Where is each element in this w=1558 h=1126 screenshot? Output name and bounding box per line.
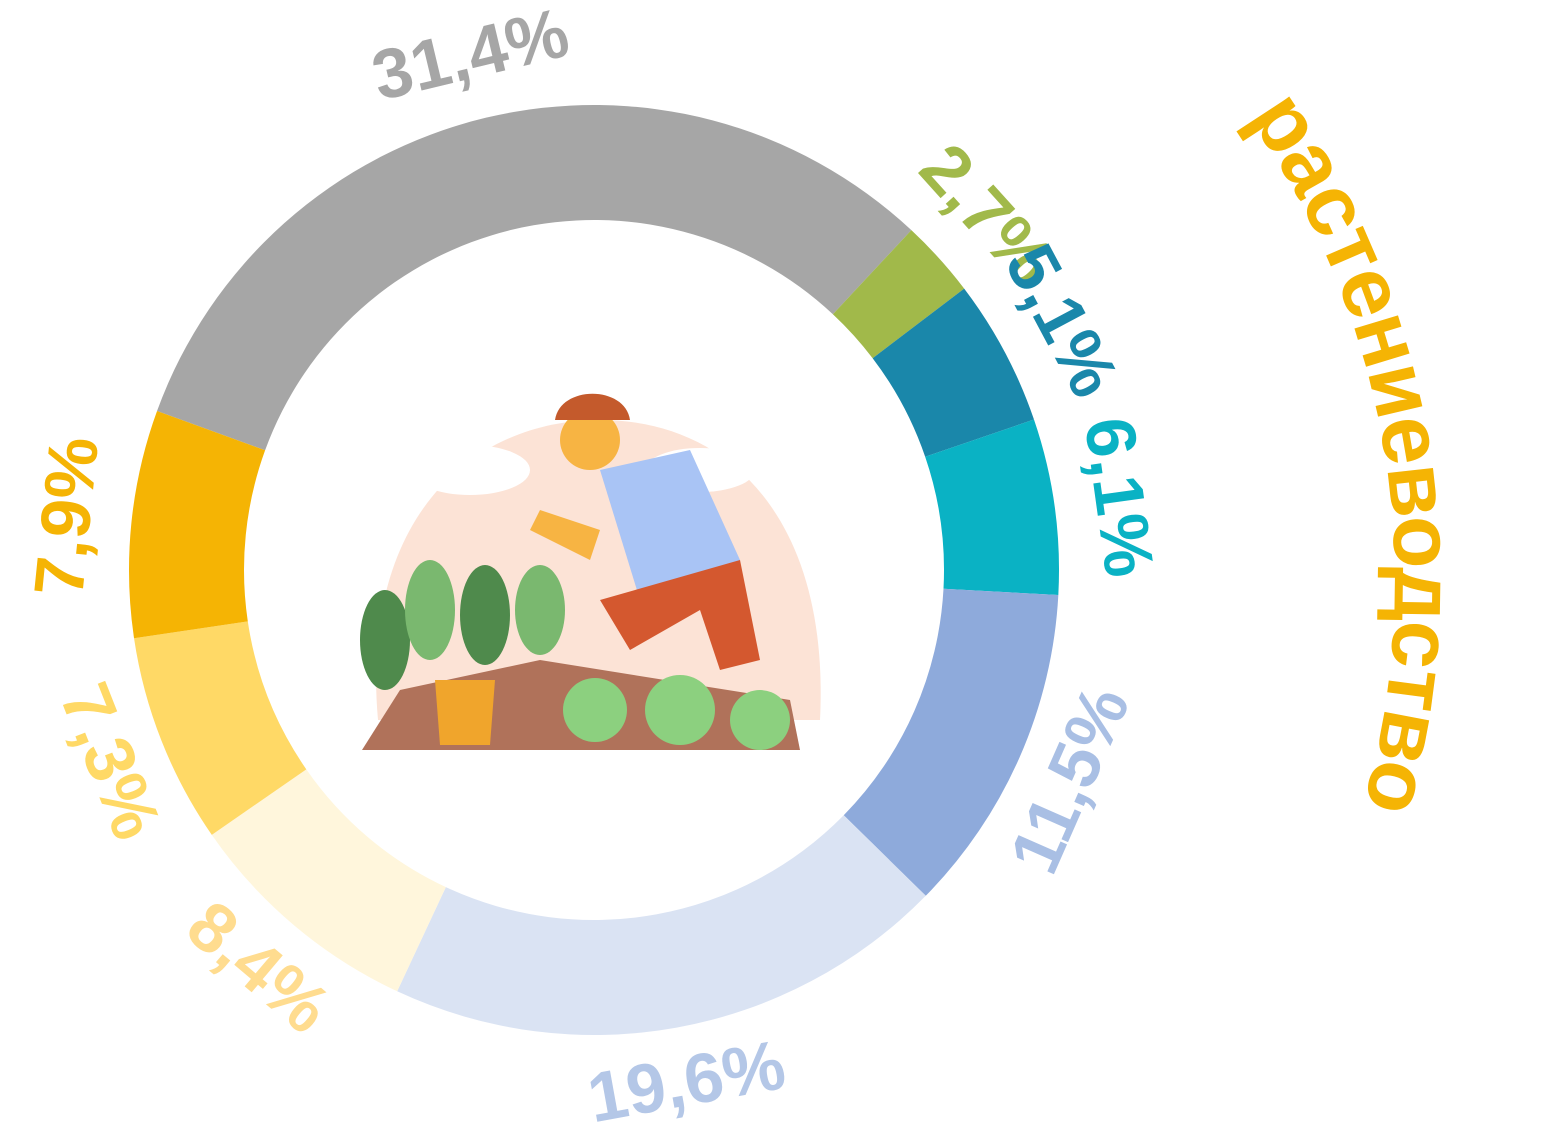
donut-segment	[843, 588, 1059, 896]
chart-title-path: растениеводство	[1233, 74, 1473, 825]
donut-segment	[157, 105, 912, 451]
donut-segment	[872, 288, 1034, 457]
chart-title: растениеводство	[1233, 74, 1473, 825]
value-label: 31,4%	[365, 0, 576, 115]
donut-segment	[832, 230, 965, 359]
illustration	[360, 393, 821, 750]
value-label: 7,9%	[19, 433, 113, 600]
value-label: 19,6%	[582, 1025, 791, 1126]
donut-segment	[925, 419, 1059, 595]
donut-segment	[134, 621, 307, 835]
donut-segment	[397, 815, 926, 1035]
donut-segment	[211, 769, 446, 992]
value-label: 6,1%	[1070, 413, 1169, 582]
donut-segment	[129, 410, 266, 639]
